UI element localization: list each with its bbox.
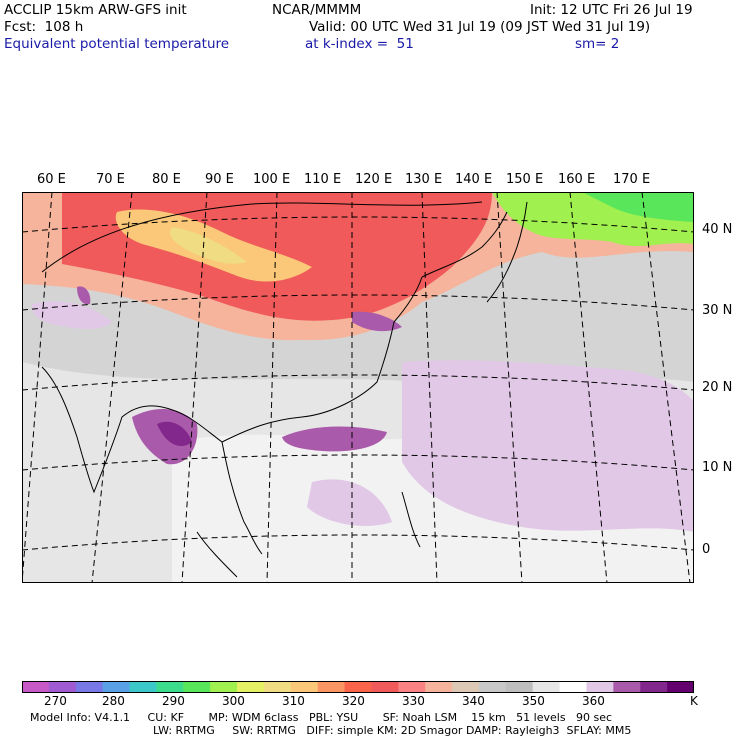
forecast-hour: Fcst: 108 h — [4, 19, 84, 35]
lat-label: 40 N — [702, 222, 733, 237]
colorbar-swatch — [478, 681, 507, 693]
lat-label: 30 N — [702, 303, 733, 318]
colorbar-label: 320 — [342, 694, 365, 708]
deep-convection-core — [157, 421, 192, 447]
southeast-asia-coast — [161, 406, 263, 555]
init-time: Init: 12 UTC Fri 26 Jul 19 — [530, 2, 693, 18]
model-info-line1: Model Info: V4.1.1 CU: KF MP: WDM 6class… — [30, 711, 613, 724]
organization-label: NCAR/MMMM — [272, 2, 362, 18]
yellow-core — [170, 227, 247, 264]
lon-label: 60 E — [37, 172, 66, 187]
colorbar-swatch — [263, 681, 292, 693]
colorbar-swatch — [48, 681, 77, 693]
northern-border — [41, 201, 483, 273]
colorbar-swatch — [371, 681, 399, 693]
coastlines — [41, 201, 528, 578]
colorbar-unit: K — [690, 694, 698, 708]
lon-label: 80 E — [152, 172, 181, 187]
colorbar-swatch — [183, 681, 211, 693]
lat-label: 20 N — [702, 380, 733, 395]
india-coast — [41, 366, 163, 494]
korea-coast — [421, 211, 508, 278]
colorbar-swatch — [317, 681, 346, 693]
graticule — [22, 192, 694, 583]
lon-label: 110 E — [304, 172, 342, 187]
colorbar-swatch — [75, 681, 104, 693]
lon-label: 140 E — [455, 172, 493, 187]
colorbar — [22, 681, 694, 693]
lat-label: 10 N — [702, 460, 733, 475]
level-label: at k-index = 51 — [305, 36, 414, 52]
colorbar-swatch — [505, 681, 534, 693]
colorbar-swatch — [290, 681, 319, 693]
colorbar-swatch — [559, 681, 587, 693]
green-region — [582, 192, 694, 222]
china-coast — [221, 276, 423, 443]
yangtze-purple — [352, 311, 402, 332]
lon-label: 130 E — [405, 172, 443, 187]
western-pacific-lilac — [402, 360, 694, 532]
model-info-line2: LW: RRTMG SW: RRTMG DIFF: simple KM: 2D … — [153, 724, 632, 737]
lon-label: 150 E — [506, 172, 544, 187]
colorbar-swatch — [237, 681, 265, 693]
colorbar-label: 300 — [222, 694, 245, 708]
colorbar-swatch — [129, 681, 157, 693]
lon-label: 160 E — [558, 172, 596, 187]
colorbar-frame — [22, 681, 694, 693]
lat-label: 0 — [702, 542, 711, 557]
colorbar-label: 330 — [402, 694, 425, 708]
sumatra-coast — [196, 531, 238, 578]
colorbar-label: 340 — [462, 694, 485, 708]
valid-time: Valid: 00 UTC Wed 31 Jul 19 (09 JST Wed … — [309, 19, 651, 35]
map-frame — [22, 192, 694, 583]
colorbar-label: 290 — [162, 694, 185, 708]
colorbar-swatch — [452, 681, 480, 693]
maritime-lilac — [307, 479, 392, 527]
model-title: ACCLIP 15km ARW-GFS init — [4, 2, 187, 18]
lon-label: 100 E — [253, 172, 291, 187]
colorbar-swatch — [156, 681, 184, 693]
northwest-lilac — [31, 301, 112, 329]
south-china-sea-convection — [282, 426, 387, 452]
colorbar-label: 350 — [522, 694, 545, 708]
colorbar-swatch — [102, 681, 131, 693]
lon-label: 120 E — [355, 172, 393, 187]
field-name: Equivalent potential temperature — [4, 36, 230, 52]
lon-label: 170 E — [613, 172, 651, 187]
colorbar-swatch — [532, 681, 561, 693]
colorbar-label: 360 — [582, 694, 605, 708]
colorbar-swatch — [210, 681, 238, 693]
smoothing-label: sm= 2 — [575, 36, 620, 52]
philippines-coast — [401, 491, 421, 548]
colorbar-swatch — [344, 681, 372, 693]
theta-e-map — [22, 192, 694, 583]
colorbar-swatch — [22, 681, 50, 693]
lon-label: 90 E — [205, 172, 234, 187]
colorbar-label: 310 — [282, 694, 305, 708]
pakistan-purple — [77, 286, 91, 305]
colorbar-swatch — [425, 681, 453, 693]
lon-label: 70 E — [96, 172, 125, 187]
japan-coast — [486, 201, 528, 303]
colorbar-swatch — [586, 681, 614, 693]
colorbar-swatch — [640, 681, 668, 693]
colorbar-swatch — [667, 681, 694, 693]
colorbar-label: 280 — [102, 694, 125, 708]
colorbar-label: 270 — [44, 694, 67, 708]
colorbar-swatch — [613, 681, 641, 693]
colorbar-swatch — [398, 681, 426, 693]
